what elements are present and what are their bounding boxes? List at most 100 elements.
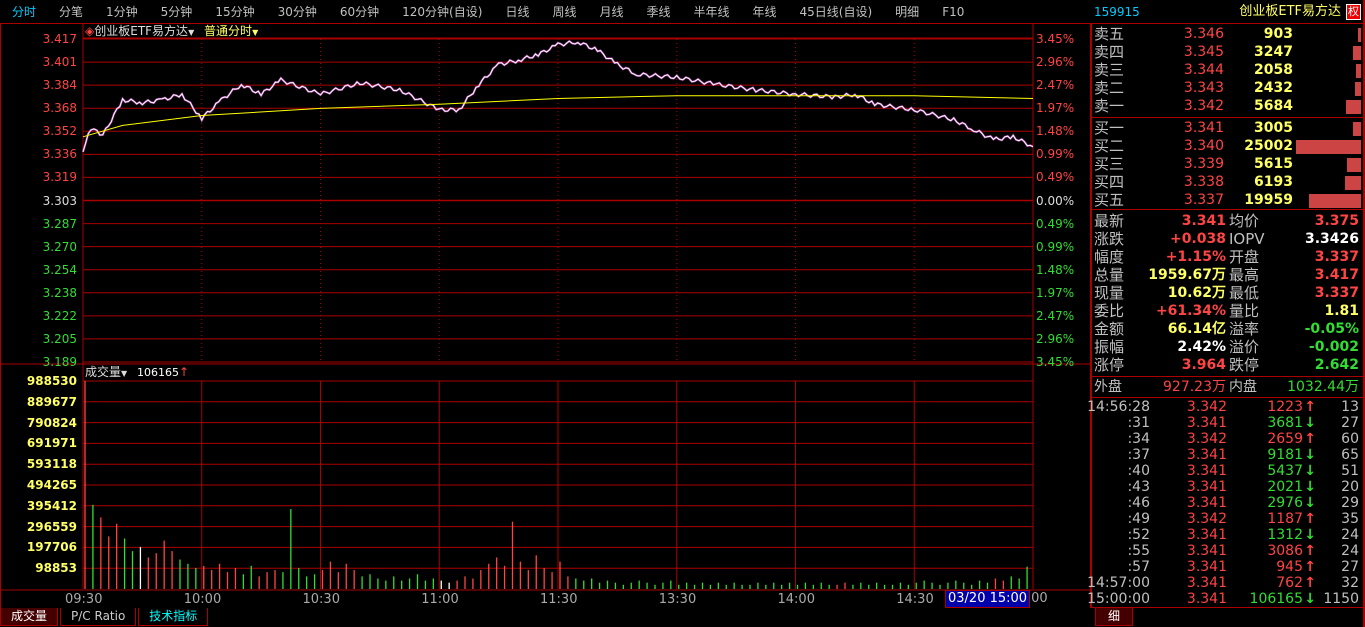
stat-label: 跌停: [1229, 356, 1260, 374]
tick-price: 3.341: [1186, 479, 1227, 495]
toolbar-item-10[interactable]: 月线: [599, 5, 624, 19]
toolbar-item-9[interactable]: 周线: [552, 5, 577, 19]
price-tick: 3.222: [42, 308, 77, 323]
arrow-down-icon: ↓: [1304, 415, 1316, 431]
toolbar-item-14[interactable]: 45日线(自设): [799, 5, 873, 19]
tick-count: 32: [1341, 575, 1359, 591]
chart-mode-selector[interactable]: 普通分时: [204, 24, 253, 38]
quote-panel: 159915 创业板ETF易方达 权 卖五 3.346 903 卖四 3.345 3247…: [1087, 0, 1365, 627]
tick-row: :43 3.341 2021 ↓ 20: [1092, 479, 1363, 495]
symbol-name[interactable]: 创业板ETF易方达: [94, 24, 189, 38]
stat-label: 振幅: [1094, 338, 1125, 356]
chart-canvas[interactable]: [1, 24, 1091, 608]
arrow-up-icon: ↑: [1304, 511, 1316, 527]
toolbar-item-6[interactable]: 60分钟: [339, 5, 380, 19]
average-price-line: [82, 95, 1034, 138]
toolbar-item-7[interactable]: 120分钟(自设): [402, 5, 483, 19]
tab-1[interactable]: P/C Ratio: [60, 608, 137, 626]
tick-row: 15:00:00 3.341 106165 ↓ 1150: [1087, 591, 1363, 607]
price-tick: 3.303: [42, 193, 77, 208]
toolbar-item-3[interactable]: 5分钟: [160, 5, 193, 19]
tab-2[interactable]: 技术指标: [138, 608, 209, 626]
toolbar-item-0[interactable]: 分时: [12, 5, 37, 19]
tick-time: :40: [1127, 463, 1150, 479]
tick-time: :43: [1127, 479, 1150, 495]
toolbar-item-11[interactable]: 季线: [646, 5, 671, 19]
time-cursor: 03/20 15:00 00: [945, 590, 1048, 608]
level-volume: 2058: [1254, 62, 1293, 78]
tick-row: :31 3.341 3681 ↓ 27: [1092, 415, 1363, 431]
tick-price: 3.341: [1186, 447, 1227, 463]
ask-row[interactable]: 卖五 3.346 903: [1092, 25, 1363, 43]
bid-row[interactable]: 买一 3.341 3005: [1092, 119, 1363, 137]
stat-row: 委比 +61.34% 量比 1.81: [1092, 302, 1363, 320]
toolbar-item-2[interactable]: 1分钟: [106, 5, 138, 19]
ask-row[interactable]: 卖二 3.343 2432: [1092, 79, 1363, 97]
tick-volume: 3681: [1267, 415, 1303, 431]
dropdown-icon[interactable]: ▼: [121, 369, 128, 378]
toolbar-item-1[interactable]: 分笔: [59, 5, 84, 19]
depth-bar: [1354, 82, 1361, 96]
indicator-tabs: 成交量 P/C Ratio 技术指标: [0, 608, 1092, 627]
toolbar-item-8[interactable]: 日线: [505, 5, 530, 19]
stat-label: 溢价: [1229, 338, 1260, 356]
toolbar-item-12[interactable]: 半年线: [693, 5, 730, 19]
ask-row[interactable]: 卖一 3.342 5684: [1092, 97, 1363, 115]
stat-value: 2.42%: [1177, 339, 1226, 355]
arrow-down-icon: ↓: [1304, 495, 1316, 511]
toolbar-item-16[interactable]: F10: [942, 4, 965, 19]
outer-value: 927.23万: [1163, 379, 1226, 395]
volume-label[interactable]: 成交量: [85, 365, 122, 379]
level-label: 买四: [1094, 173, 1125, 191]
toolbar-item-4[interactable]: 15分钟: [215, 5, 255, 19]
level-volume: 3247: [1254, 44, 1293, 60]
price-tick: 3.319: [42, 170, 77, 185]
arrow-up-icon: ↑: [1304, 559, 1316, 575]
tick-volume: 1187: [1267, 511, 1303, 527]
arrow-up-icon: ↑: [1304, 431, 1316, 447]
pct-tick: 1.97%: [1036, 101, 1075, 116]
stat-row: 幅度 +1.15% 开盘 3.337: [1092, 248, 1363, 266]
volume-title[interactable]: 成交量▼ 106165↑: [85, 365, 189, 381]
stat-row: 金额 66.14亿 溢率 -0.05%: [1092, 320, 1363, 338]
depth-bar: [1344, 176, 1361, 190]
bid-row[interactable]: 买五 3.337 19959: [1092, 191, 1363, 209]
stat-row: 总量 1959.67万 最高 3.417: [1092, 266, 1363, 284]
detail-tab-label: 细: [1107, 609, 1120, 623]
toolbar-item-5[interactable]: 30分钟: [277, 5, 317, 19]
pct-tick: 0.49%: [1036, 216, 1075, 231]
bid-row[interactable]: 买二 3.340 25002: [1092, 137, 1363, 155]
pct-tick: 0.49%: [1036, 170, 1075, 185]
tick-time: :49: [1127, 511, 1150, 527]
dropdown-icon[interactable]: ▼: [188, 28, 195, 37]
depth-bar: [1346, 158, 1361, 172]
stat-value: -0.002: [1308, 339, 1359, 355]
tick-volume: 3086: [1267, 543, 1303, 559]
tick-row: 14:57:00 3.341 762 ↑ 32: [1087, 575, 1363, 591]
stat-value: 1959.67万: [1148, 267, 1226, 283]
bid-row[interactable]: 买四 3.338 6193: [1092, 173, 1363, 191]
tick-price: 3.341: [1186, 527, 1227, 543]
toolbar-item-15[interactable]: 明细: [895, 5, 920, 19]
tick-count: 65: [1341, 447, 1359, 463]
level-label: 买五: [1094, 191, 1125, 209]
volume-tick: 988530: [26, 374, 77, 388]
ask-row[interactable]: 卖三 3.344 2058: [1092, 61, 1363, 79]
detail-tab[interactable]: 细: [1095, 608, 1133, 626]
tick-volume: 2976: [1267, 495, 1303, 511]
stock-name: 创业板ETF易方达: [1239, 4, 1341, 19]
level-price: 3.345: [1183, 44, 1224, 60]
level-volume: 25002: [1244, 138, 1293, 154]
tick-price: 3.341: [1186, 463, 1227, 479]
dropdown-icon[interactable]: ▼: [252, 28, 259, 37]
volume-tick: 296559: [26, 519, 77, 534]
tick-volume: 9181: [1267, 447, 1303, 463]
tab-0[interactable]: 成交量: [0, 608, 59, 626]
rights-badge[interactable]: 权: [1346, 4, 1361, 20]
stat-label: 金额: [1094, 320, 1125, 338]
bid-row[interactable]: 买三 3.339 5615: [1092, 155, 1363, 173]
time-tick: 13:30: [658, 592, 697, 607]
ask-row[interactable]: 卖四 3.345 3247: [1092, 43, 1363, 61]
chart-title[interactable]: ◈创业板ETF易方达▼ 普通分时▼: [85, 24, 258, 40]
toolbar-item-13[interactable]: 年线: [752, 5, 777, 19]
